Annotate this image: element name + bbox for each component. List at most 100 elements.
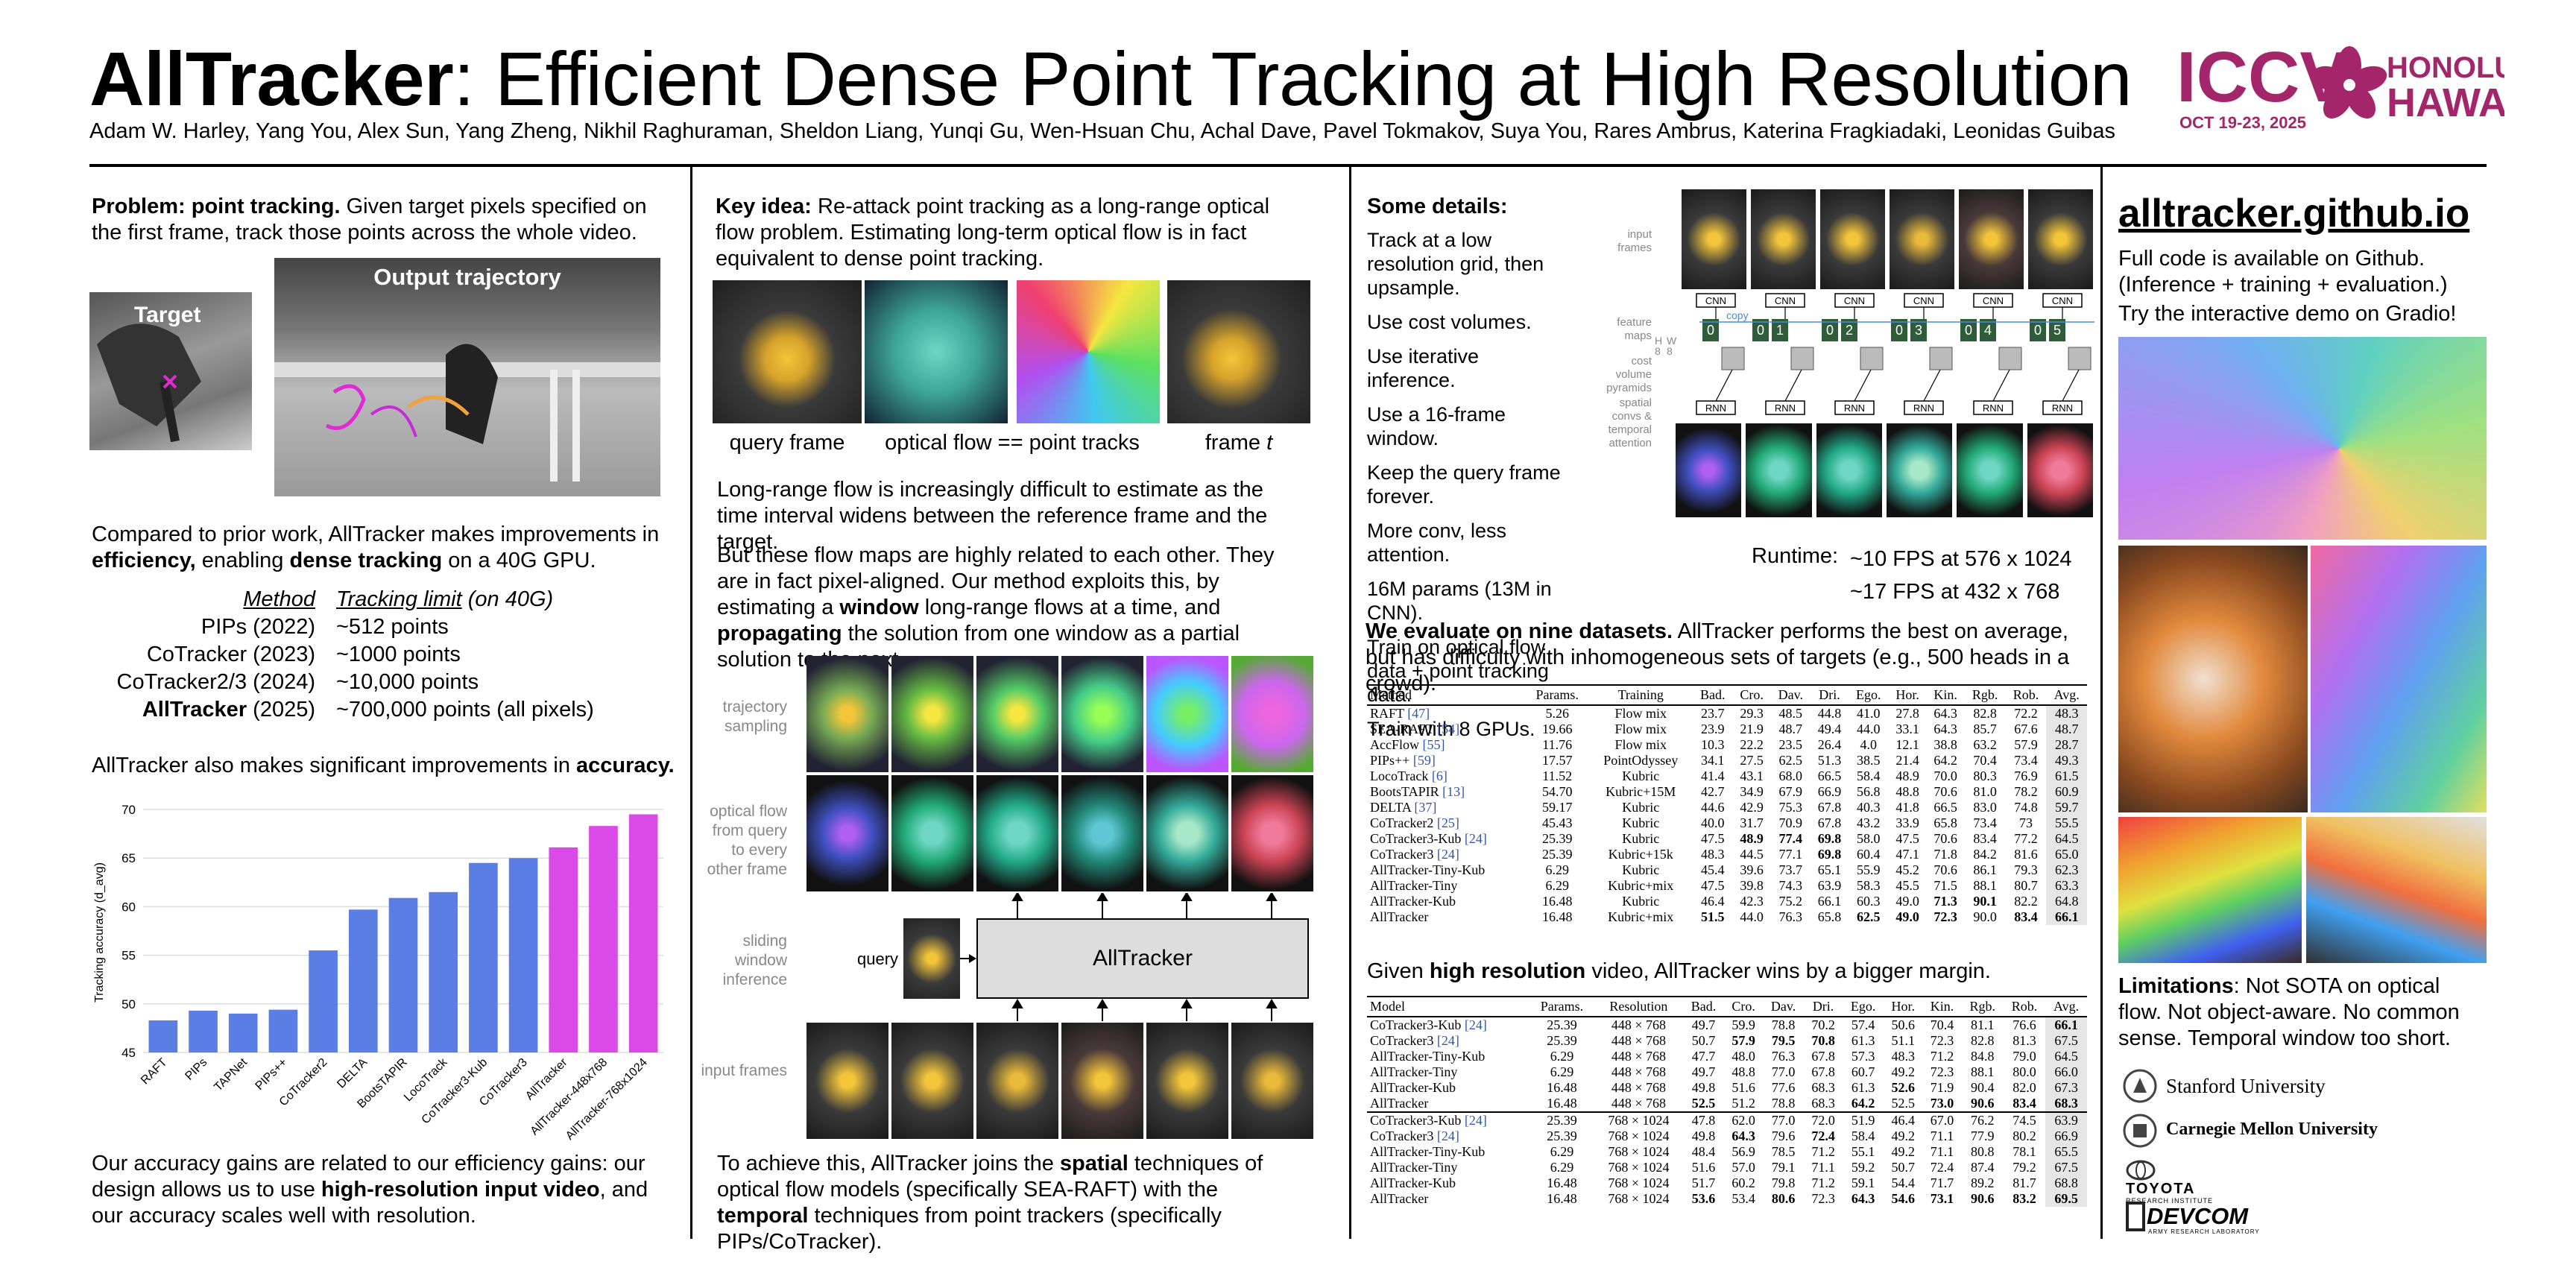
method-cell: AllTracker <box>1370 909 1429 924</box>
detail-item: Use cost volumes. <box>1367 311 1532 333</box>
poster-title: AllTracker: Efficient Dense Point Tracki… <box>89 36 2133 122</box>
cost-volume <box>2068 347 2092 370</box>
cnn-label: CNN <box>1705 295 1726 306</box>
value-cell: 57.9 <box>1731 1033 1755 1048</box>
title-bold: AllTracker <box>89 37 454 121</box>
value-cell: 90.4 <box>1971 1080 1995 1095</box>
chart-x-tick: DELTA <box>335 1056 370 1091</box>
value-cell: 49.7 <box>1691 1017 1716 1032</box>
up-arrows <box>1011 999 1278 1021</box>
value-cell: 48.9 <box>1740 831 1764 846</box>
value-cell: 49.2 <box>1891 1144 1915 1159</box>
value-cell: 72.4 <box>1930 1160 1954 1175</box>
value-cell: 88.1 <box>1971 1064 1995 1079</box>
method-cell: AllTracker-Tiny-Kub <box>1370 1144 1486 1159</box>
value-cell: 60.3 <box>1857 894 1881 909</box>
feature-map <box>1772 319 1788 341</box>
value-cell: 33.9 <box>1895 815 1919 830</box>
table-row: AllTracker-Kub 16.48 768 × 1024 51.7 60.2 79.… <box>1367 1175 2087 1191</box>
value-cell: 86.1 <box>1973 862 1997 877</box>
value-cell: Kubric <box>1622 800 1660 815</box>
value-cell: 64.2 <box>1851 1096 1875 1111</box>
value-cell: 6.29 <box>1550 1049 1574 1064</box>
value-cell: 39.6 <box>1740 862 1764 877</box>
input-frame <box>1061 1023 1143 1139</box>
table-header-cell: Training <box>1588 685 1693 706</box>
input-frame <box>891 1023 973 1139</box>
value-cell: 71.2 <box>1930 1049 1954 1064</box>
value-cell: 90.0 <box>1973 909 1997 924</box>
chart-x-tick: TAPNet <box>212 1055 250 1093</box>
propagation-text: But these flow maps are highly related t… <box>717 543 1275 672</box>
value-cell: 66.9 <box>2045 1128 2087 1144</box>
value-cell: 70.4 <box>1973 753 1997 768</box>
project-url-link[interactable]: alltracker.github.io <box>2118 192 2470 236</box>
value-cell: 71.8 <box>1933 847 1957 862</box>
table-header-cell: Hor. <box>1884 997 1923 1017</box>
value-cell: 51.6 <box>1731 1080 1755 1095</box>
value-cell: 50.6 <box>1891 1017 1915 1032</box>
value-cell: 78.8 <box>1771 1096 1796 1111</box>
value-cell: 60.7 <box>1851 1064 1875 1079</box>
value-cell: 77.6 <box>1771 1080 1796 1095</box>
value-cell: 16.48 <box>1547 1096 1577 1111</box>
value-cell: 57.9 <box>2014 737 2038 752</box>
value-cell: 6.29 <box>1550 1160 1574 1175</box>
table-row: CoTracker2 [25] 45.43 Kubric 40.0 31.7 70.9 67… <box>1367 815 2087 831</box>
architecture-diagram: H 8 W 8 copy CNN0RNNCNN10RNNCNN20RNNCNN3… <box>1655 293 2094 415</box>
chart-bar <box>268 1009 298 1052</box>
arch-output-flows <box>1676 423 2093 517</box>
query-id: 0 <box>1895 323 1903 338</box>
value-cell: 89.2 <box>1971 1175 1995 1190</box>
value-cell: 16.48 <box>1547 1175 1577 1190</box>
value-cell: 448 × 768 <box>1611 1096 1666 1111</box>
value-cell: 64.3 <box>1851 1191 1875 1206</box>
long-range-text: Long-range flow is increasingly difficul… <box>717 478 1268 554</box>
value-cell: 51.5 <box>1701 909 1725 924</box>
value-cell: 71.5 <box>1933 878 1957 893</box>
details-title: Some details: <box>1367 195 1508 218</box>
value-cell: 55.5 <box>2046 815 2087 831</box>
value-cell: 44.6 <box>1701 800 1725 815</box>
flow-frame <box>1231 775 1313 891</box>
column-divider <box>1349 165 1351 1239</box>
value-cell: 48.8 <box>1895 784 1919 799</box>
value-cell: 25.39 <box>1547 1017 1577 1032</box>
limit-header: Tracking limit <box>336 587 462 611</box>
evaluation-text: We evaluate on nine datasets. AllTracker… <box>1366 619 2070 695</box>
value-cell: 23.7 <box>1701 706 1725 721</box>
rnn-label: RNN <box>2052 402 2073 414</box>
method-cell: CoTracker3 [24] <box>1370 1128 1459 1143</box>
cmu-name: Carnegie Mellon University <box>2166 1120 2378 1139</box>
table-header-cell: Rob. <box>2003 997 2046 1017</box>
value-cell: 49.0 <box>1895 909 1919 924</box>
value-cell: 77.2 <box>2014 831 2038 846</box>
flow-frame <box>806 775 888 891</box>
value-cell: 67.6 <box>2014 722 2038 736</box>
table-header-cell: Rgb. <box>1964 685 2006 706</box>
toyota-name: TOYOTA <box>2126 1181 2196 1197</box>
value-cell: 66.1 <box>2046 909 2087 925</box>
input-frame <box>806 1023 888 1139</box>
value-cell: Flow mix <box>1614 706 1667 721</box>
value-cell: Flow mix <box>1614 722 1667 736</box>
table-row: AllTracker (2025) ~700,000 points (all pi… <box>142 698 594 722</box>
limit-header-note: (on 40G) <box>467 587 554 611</box>
arch-frame <box>1682 189 1746 289</box>
value-cell: 61.5 <box>2046 768 2087 784</box>
arch-flow <box>1816 423 1882 517</box>
value-cell: 73.0 <box>1930 1096 1954 1111</box>
gradio-demo-link[interactable]: Try the interactive demo on Gradio! <box>2118 302 2457 326</box>
value-cell: 83.0 <box>1973 800 1997 815</box>
value-cell: 768 × 1024 <box>1608 1144 1670 1159</box>
chart-bar <box>348 909 378 1052</box>
value-cell: 76.2 <box>1961 1111 2004 1128</box>
table-header-cell: Cro. <box>1723 997 1764 1017</box>
table-header-cell: Dri. <box>1803 997 1843 1017</box>
value-cell: 51.9 <box>1843 1111 1884 1128</box>
value-cell: 768 × 1024 <box>1594 1111 1684 1128</box>
input-frames-label: input frames <box>701 1062 787 1079</box>
value-cell: 67.0 <box>1922 1111 1962 1128</box>
stanford-seal-icon <box>2123 1069 2157 1103</box>
